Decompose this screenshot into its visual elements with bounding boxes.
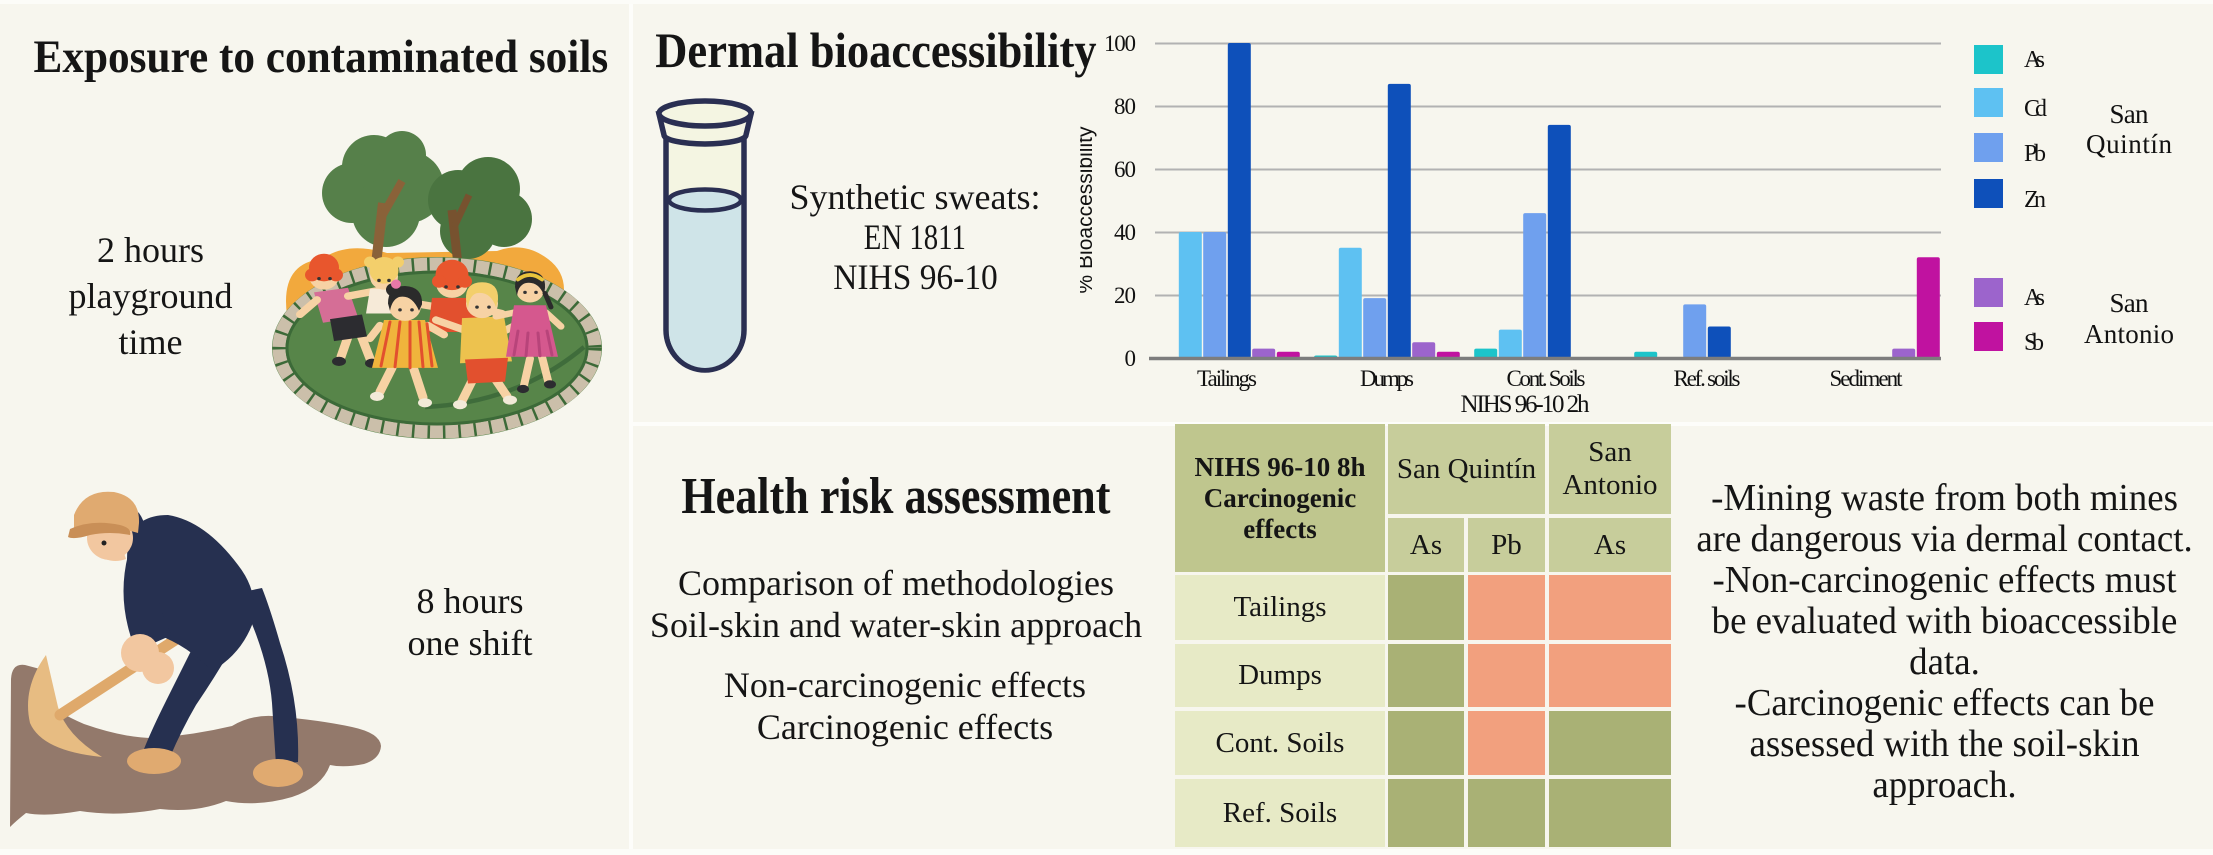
svg-text:Cd: Cd [2024, 96, 2047, 122]
svg-text:% Bioaccessibility: % Bioaccessibility [1080, 126, 1097, 293]
svg-text:Zn: Zn [2024, 187, 2046, 213]
svg-text:Sediment: Sediment [1830, 366, 1904, 391]
svg-text:Ref. soils: Ref. soils [1674, 366, 1741, 391]
svg-text:Antonio: Antonio [2084, 319, 2174, 349]
svg-text:San: San [2110, 288, 2150, 318]
svg-text:Tailings: Tailings [1197, 366, 1257, 391]
svg-text:San: San [2110, 99, 2150, 129]
svg-text:Quintín: Quintín [2086, 129, 2173, 159]
svg-text:60: 60 [1114, 157, 1136, 182]
svg-text:80: 80 [1114, 94, 1136, 119]
svg-text:Sb: Sb [2024, 330, 2044, 356]
svg-text:Dumps: Dumps [1360, 366, 1414, 391]
svg-text:100: 100 [1104, 31, 1136, 56]
svg-text:40: 40 [1114, 220, 1136, 245]
svg-text:Cont. Soils: Cont. Soils [1507, 366, 1586, 391]
svg-text:NIHS 96-10 2h: NIHS 96-10 2h [1461, 391, 1591, 418]
svg-text:As: As [2024, 47, 2045, 73]
svg-text:0: 0 [1125, 346, 1137, 371]
svg-text:20: 20 [1114, 283, 1136, 308]
svg-text:Pb: Pb [2024, 141, 2046, 167]
svg-text:As: As [2024, 285, 2045, 311]
